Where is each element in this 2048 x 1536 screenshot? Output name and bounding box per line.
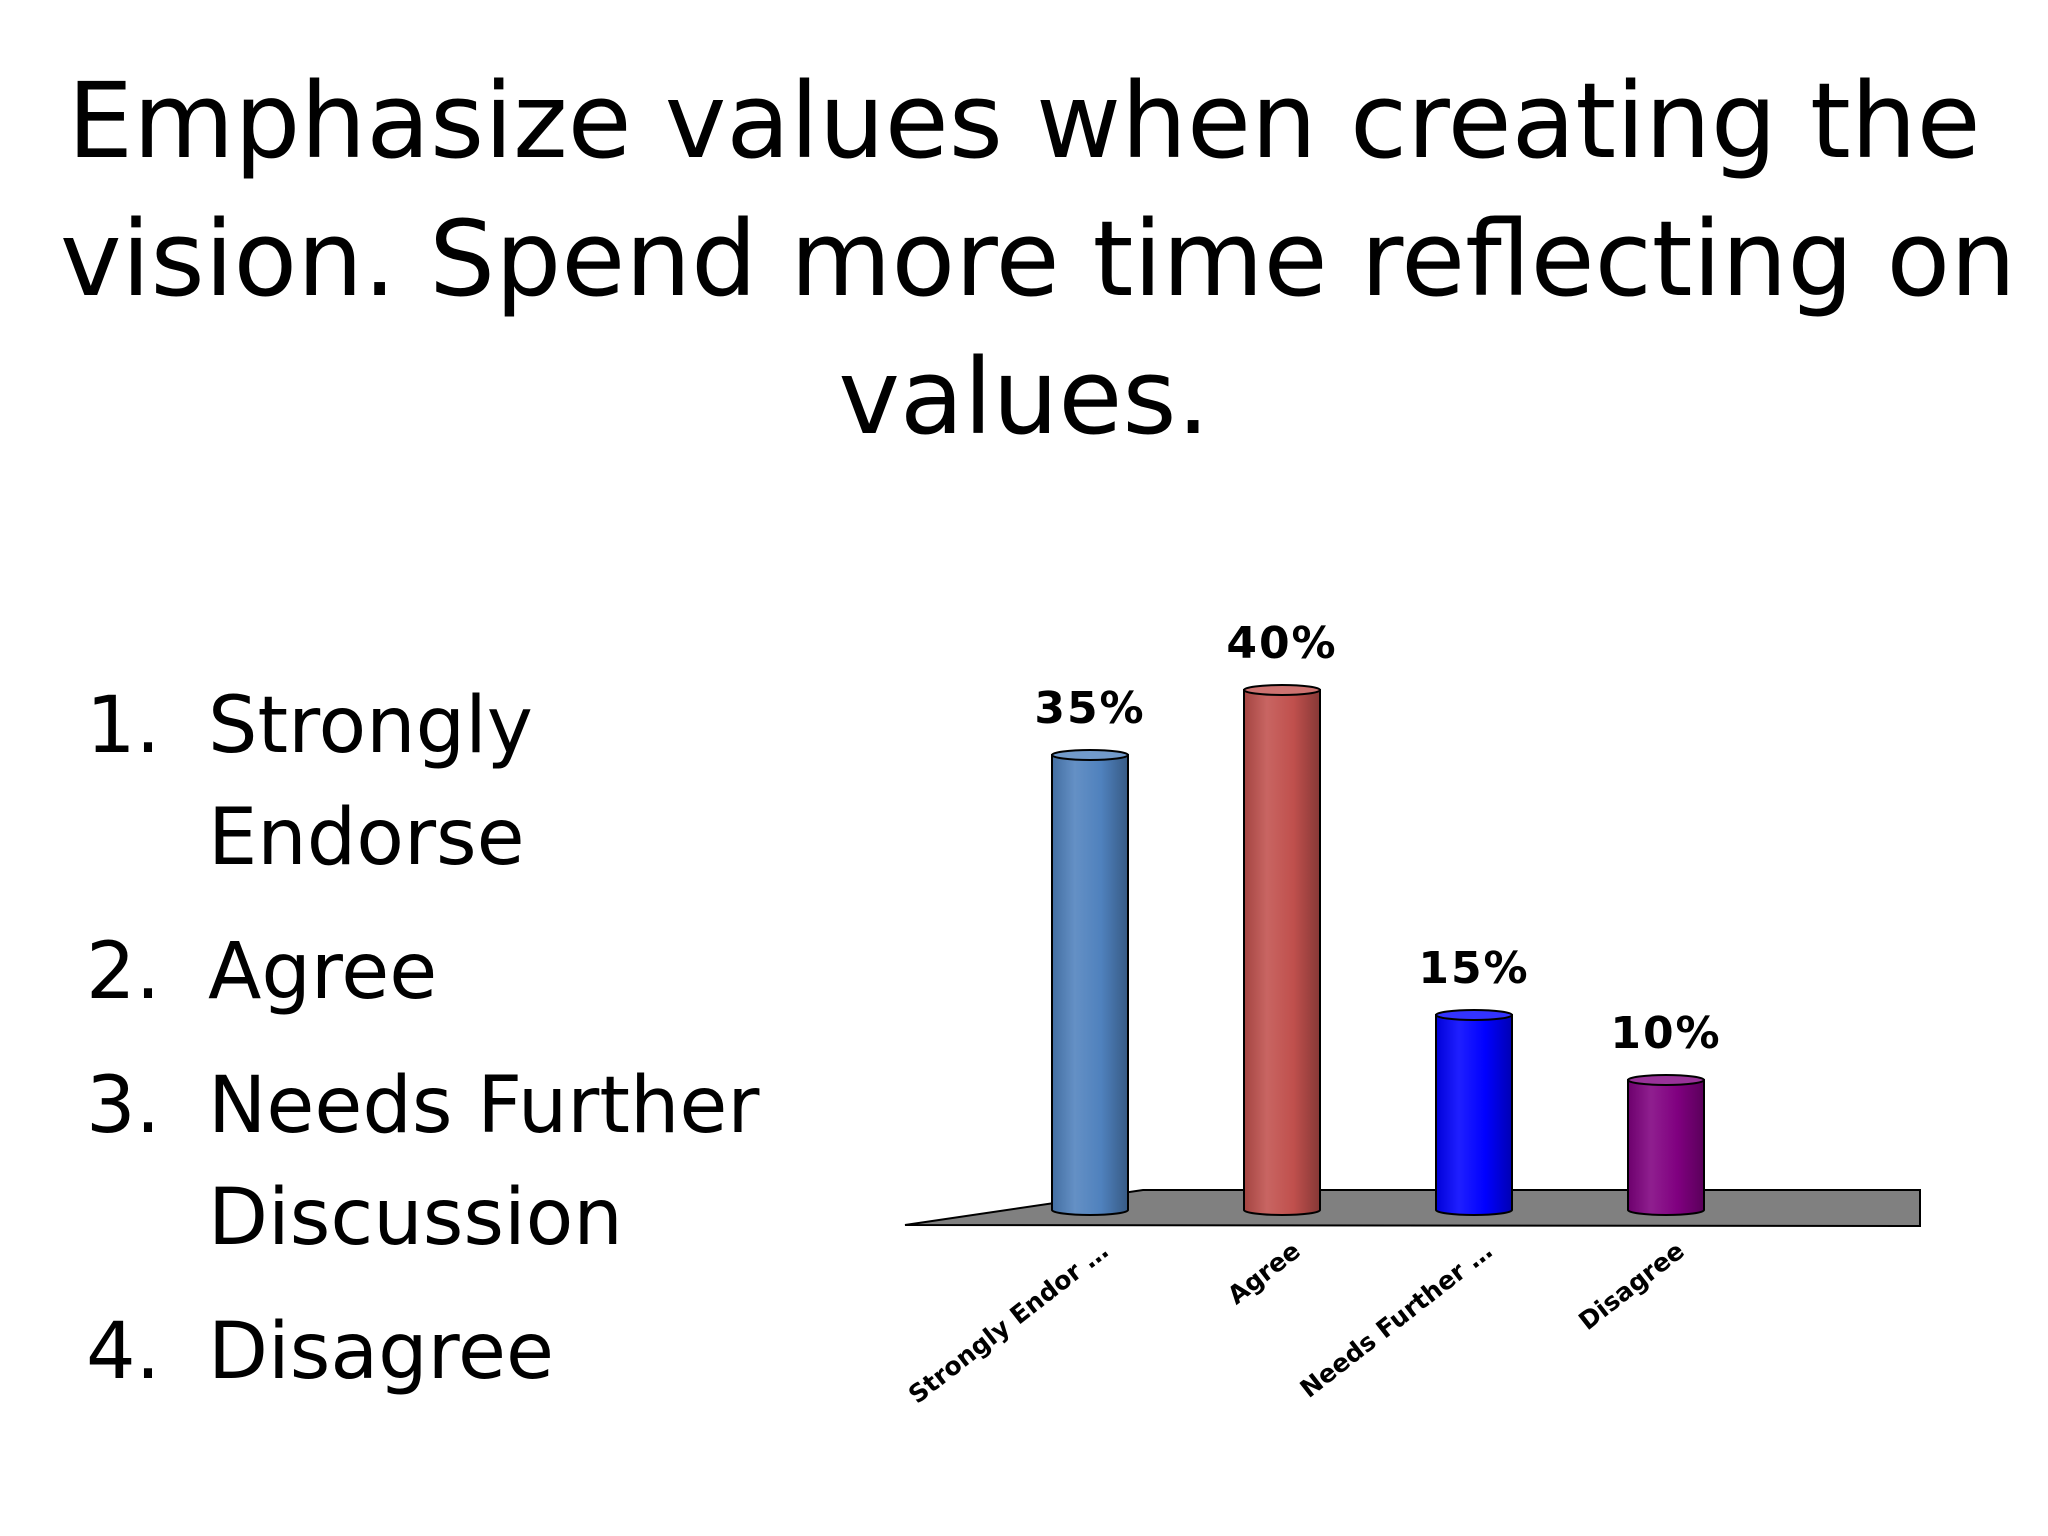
response-bar-chart: 35% Strongly Endor … 40% Agree 15% Needs Furt… xyxy=(903,618,1921,1410)
bar xyxy=(1627,1079,1705,1216)
option-label: Strongly Endorse xyxy=(208,681,533,883)
data-label: 10% xyxy=(1610,1008,1721,1059)
bar-top xyxy=(1435,1009,1513,1021)
option-number: 2. xyxy=(86,927,161,1017)
x-tick-label: Agree xyxy=(1222,1236,1306,1310)
answer-option: 3. Needs Further Discussion xyxy=(86,1050,848,1274)
data-label: 15% xyxy=(1418,943,1529,994)
option-number: 4. xyxy=(86,1307,161,1397)
option-number: 1. xyxy=(86,681,161,771)
data-label: 35% xyxy=(1034,683,1145,734)
bar-top xyxy=(1627,1074,1705,1086)
option-label: Agree xyxy=(208,927,438,1017)
bar-top xyxy=(1051,749,1129,761)
bar xyxy=(1051,754,1129,1216)
title-line-1: Emphasize values when creating the xyxy=(67,60,1981,182)
answer-option: 4. Disagree xyxy=(86,1296,848,1408)
answer-option: 2. Agree xyxy=(86,916,848,1028)
x-tick-label: Strongly Endor … xyxy=(903,1236,1114,1410)
data-label: 40% xyxy=(1226,618,1337,669)
option-label: Needs Further Discussion xyxy=(208,1061,760,1263)
option-number: 3. xyxy=(86,1061,161,1151)
slide-title: Emphasize values when creating the visio… xyxy=(60,52,2016,466)
x-tick-label: Needs Further … xyxy=(1295,1236,1498,1404)
bar xyxy=(1243,689,1321,1216)
bar xyxy=(1435,1014,1513,1216)
answer-option: 1. Strongly Endorse xyxy=(86,670,848,894)
x-tick-label: Disagree xyxy=(1573,1236,1690,1336)
bar-top xyxy=(1243,684,1321,696)
answer-options-list: 1. Strongly Endorse 2. Agree 3. Needs Fu… xyxy=(86,670,848,1430)
title-line-3: values. xyxy=(838,336,1210,458)
title-line-2: vision. Spend more time reflecting on xyxy=(60,198,2016,320)
option-label: Disagree xyxy=(208,1307,555,1397)
